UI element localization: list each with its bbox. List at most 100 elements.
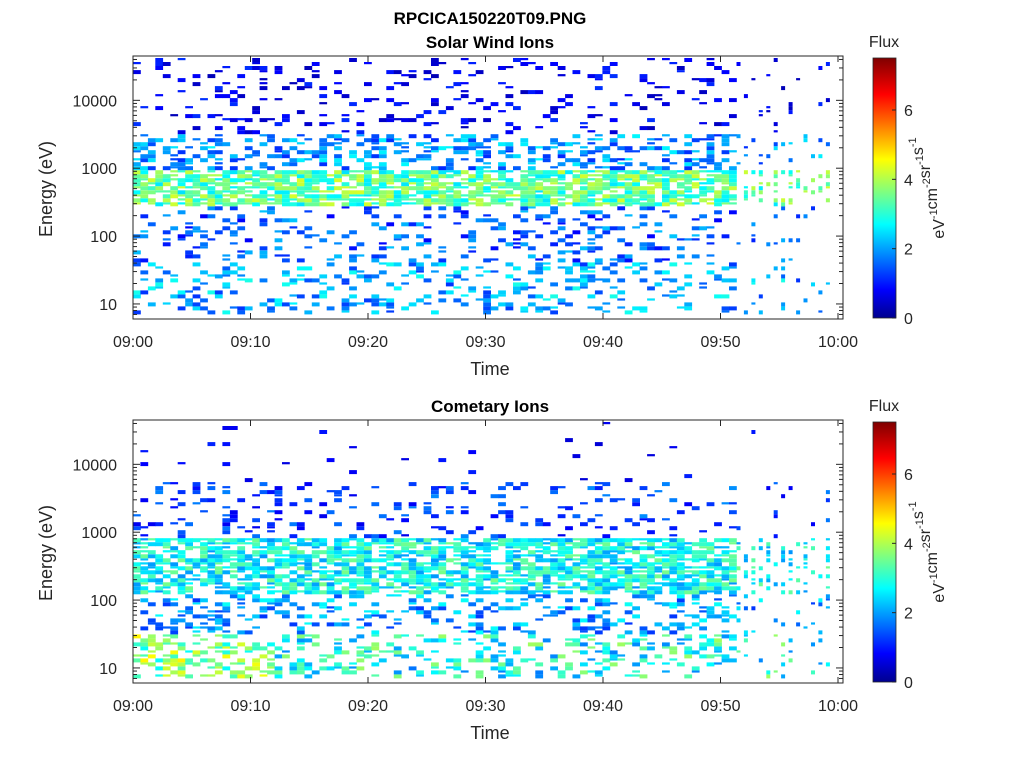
heatmap-cell bbox=[520, 506, 529, 509]
heatmap-cell bbox=[699, 178, 707, 181]
heatmap-cell bbox=[244, 198, 253, 203]
heatmap-cell bbox=[401, 578, 409, 583]
heatmap-cell bbox=[267, 298, 275, 303]
heatmap-cell bbox=[513, 626, 521, 631]
heatmap-cell bbox=[453, 138, 462, 143]
heatmap-cell bbox=[170, 634, 179, 639]
heatmap-cell bbox=[214, 582, 223, 585]
heatmap-cell bbox=[520, 598, 529, 601]
heatmap-cell bbox=[490, 190, 499, 193]
heatmap-cell bbox=[311, 182, 320, 185]
heatmap-cell bbox=[617, 550, 626, 555]
heatmap-cell bbox=[349, 178, 357, 181]
heatmap-cell bbox=[468, 134, 477, 139]
heatmap-cell bbox=[729, 614, 737, 619]
heatmap-cell bbox=[244, 194, 253, 197]
heatmap-cell bbox=[572, 558, 581, 561]
heatmap-cell bbox=[714, 574, 722, 577]
axes: 09:00 09:10 09:20 09:30 09:40 09:50 10:0010100… bbox=[73, 419, 858, 715]
heatmap-cell bbox=[647, 594, 655, 599]
heatmap-cell bbox=[162, 302, 171, 305]
heatmap-cell bbox=[304, 498, 313, 503]
heatmap-cell bbox=[311, 74, 320, 79]
heatmap-cell bbox=[490, 226, 499, 231]
heatmap-cell bbox=[282, 178, 290, 183]
heatmap-cell bbox=[617, 586, 626, 589]
heatmap-cell bbox=[639, 146, 648, 151]
heatmap-cell bbox=[669, 174, 678, 179]
heatmap-cell bbox=[475, 182, 484, 187]
heatmap-cell bbox=[490, 570, 499, 575]
heatmap-cell bbox=[699, 90, 707, 95]
heatmap-cell bbox=[356, 566, 365, 571]
heatmap-cell bbox=[185, 558, 193, 563]
heatmap-cell bbox=[296, 182, 305, 187]
heatmap-cell bbox=[170, 566, 179, 569]
heatmap-cell bbox=[229, 222, 238, 225]
heatmap-cell bbox=[445, 202, 454, 207]
heatmap-cell bbox=[520, 582, 529, 585]
heatmap-cell bbox=[669, 150, 678, 155]
heatmap-cell bbox=[699, 590, 707, 595]
heatmap-cell bbox=[594, 166, 603, 169]
heatmap-cell bbox=[214, 670, 223, 675]
heatmap-cell bbox=[162, 658, 171, 663]
heatmap-cell bbox=[140, 558, 149, 561]
heatmap-cell bbox=[162, 238, 171, 241]
heatmap-cell bbox=[177, 178, 186, 183]
heatmap-cell bbox=[550, 186, 558, 191]
heatmap-cell bbox=[758, 566, 763, 571]
heatmap-cell bbox=[177, 554, 186, 559]
heatmap-cell bbox=[438, 146, 447, 151]
heatmap-cell bbox=[706, 582, 715, 587]
heatmap-cell bbox=[699, 550, 707, 555]
heatmap-cell bbox=[177, 194, 186, 197]
heatmap-cell bbox=[162, 590, 171, 595]
heatmap-cell bbox=[639, 202, 648, 207]
heatmap-cell bbox=[267, 586, 275, 589]
heatmap-cell bbox=[319, 86, 328, 91]
heatmap-cell bbox=[527, 582, 536, 587]
heatmap-cell bbox=[423, 590, 432, 595]
heatmap-cell bbox=[133, 142, 141, 147]
heatmap-cell bbox=[609, 286, 618, 289]
heatmap-cell bbox=[445, 506, 454, 509]
heatmap-cell bbox=[393, 138, 402, 141]
heatmap-cell bbox=[393, 530, 402, 535]
heatmap-cell bbox=[378, 574, 387, 579]
heatmap-cell bbox=[669, 570, 678, 575]
heatmap-cell bbox=[341, 574, 350, 577]
heatmap-cell bbox=[572, 562, 581, 567]
heatmap-cell bbox=[282, 610, 290, 615]
heatmap-cell bbox=[192, 294, 201, 299]
heatmap-cell bbox=[818, 310, 823, 313]
heatmap-cell bbox=[773, 198, 778, 203]
heatmap-cell bbox=[751, 430, 756, 434]
heatmap-cell bbox=[177, 78, 186, 83]
heatmap-cell bbox=[639, 214, 648, 219]
heatmap-cell bbox=[282, 150, 290, 155]
heatmap-cell bbox=[609, 550, 618, 553]
heatmap-cell bbox=[393, 542, 402, 547]
heatmap-cell bbox=[431, 262, 439, 267]
heatmap-cell bbox=[229, 186, 238, 189]
heatmap-cell bbox=[721, 278, 730, 283]
heatmap-cell bbox=[192, 254, 201, 259]
heatmap-cell bbox=[304, 558, 313, 563]
heatmap-cell bbox=[527, 62, 536, 65]
heatmap-cell bbox=[185, 170, 193, 175]
heatmap-cell bbox=[170, 174, 179, 177]
heatmap-cell bbox=[751, 566, 756, 569]
heatmap-cell bbox=[535, 594, 544, 597]
heatmap-cell bbox=[699, 286, 707, 289]
heatmap-cell bbox=[453, 198, 462, 203]
heatmap-cell bbox=[743, 198, 748, 201]
heatmap-cell bbox=[490, 590, 499, 595]
heatmap-cell bbox=[460, 150, 469, 155]
heatmap-cell bbox=[624, 630, 633, 635]
heatmap-cell bbox=[237, 606, 246, 609]
heatmap-cell bbox=[699, 582, 707, 587]
heatmap-cell bbox=[371, 98, 380, 101]
heatmap-cell bbox=[699, 654, 707, 659]
heatmap-cell bbox=[617, 170, 626, 173]
